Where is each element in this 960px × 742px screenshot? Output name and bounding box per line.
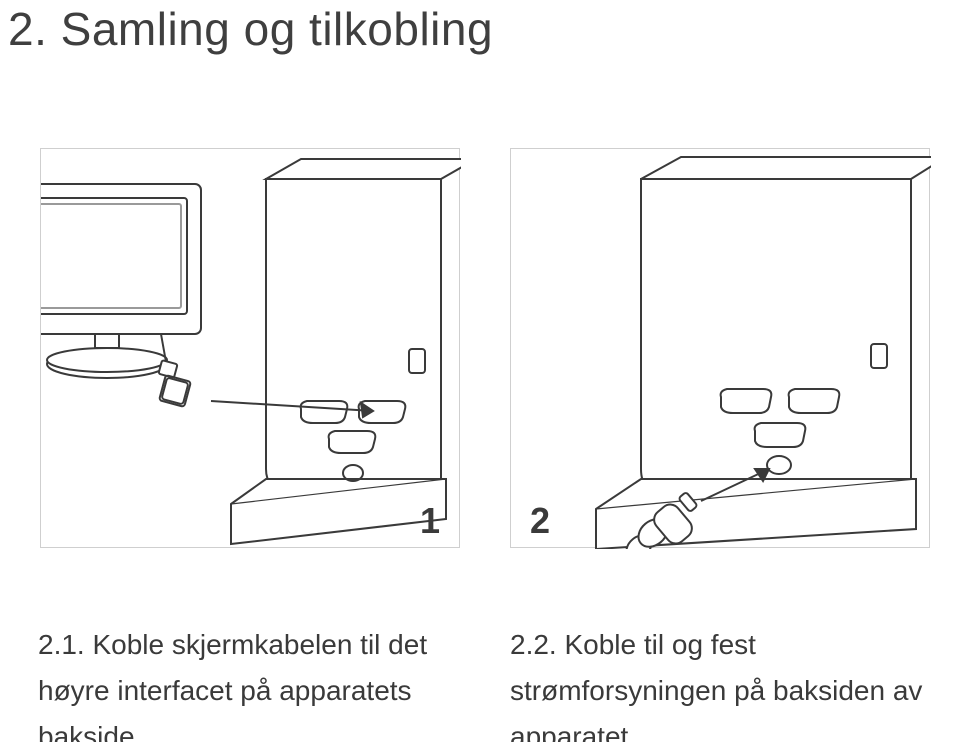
step-number-2: 2 bbox=[530, 500, 550, 542]
caption-1: 2.1. Koble skjermkabelen til det høyre i… bbox=[38, 622, 498, 742]
illustration-2 bbox=[511, 149, 931, 549]
illustration-1 bbox=[41, 149, 461, 549]
page-root: 2. Samling og tilkobling bbox=[0, 0, 960, 742]
figure-panel-1 bbox=[40, 148, 460, 548]
figure-panel-2 bbox=[510, 148, 930, 548]
page-title: 2. Samling og tilkobling bbox=[8, 2, 493, 56]
step-number-1: 1 bbox=[420, 500, 440, 542]
caption-2: 2.2. Koble til og fest strømforsyningen … bbox=[510, 622, 960, 742]
figure-row: 1 2 bbox=[40, 148, 940, 568]
